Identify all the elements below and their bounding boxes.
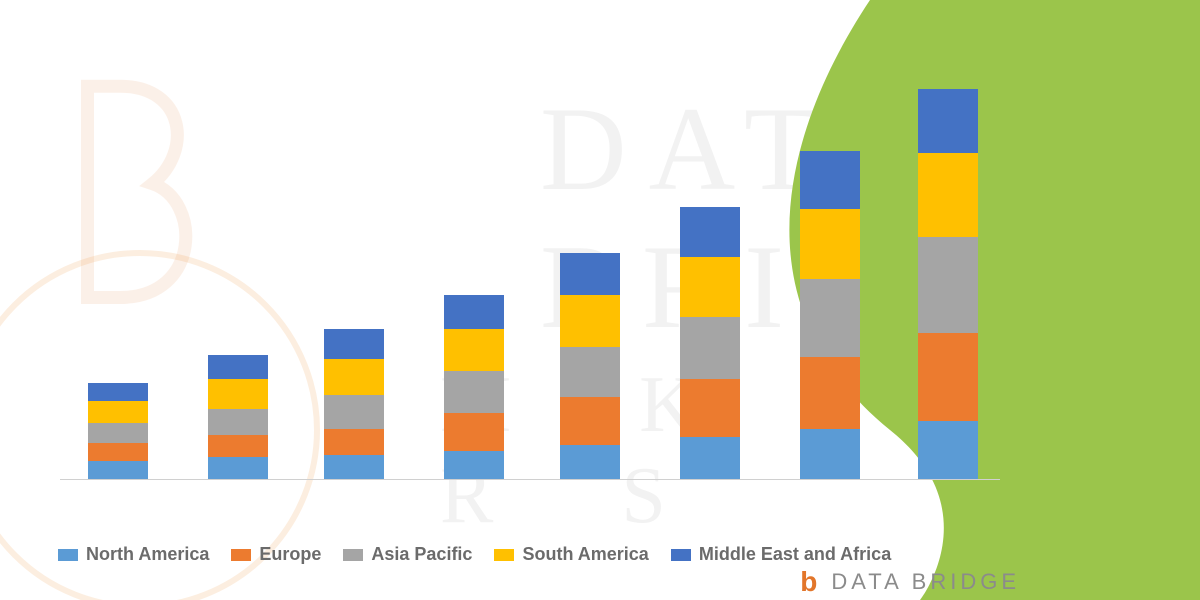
legend-swatch bbox=[494, 549, 514, 561]
bar-segment-europe bbox=[208, 435, 268, 457]
bar-segment-asia_pacific bbox=[918, 237, 978, 333]
bar-segment-asia_pacific bbox=[680, 317, 740, 379]
bar-column bbox=[918, 89, 978, 479]
bar-segment-europe bbox=[560, 397, 620, 445]
bar-segment-south_america bbox=[560, 295, 620, 347]
brand-icon: b bbox=[800, 566, 821, 598]
bar-segment-south_america bbox=[680, 257, 740, 317]
legend-swatch bbox=[58, 549, 78, 561]
bar-segment-asia_pacific bbox=[444, 371, 504, 413]
legend-item-asia_pacific: Asia Pacific bbox=[343, 544, 472, 565]
bar-segment-mea bbox=[324, 329, 384, 359]
legend-item-south_america: South America bbox=[494, 544, 648, 565]
bar-column bbox=[444, 295, 504, 479]
stage: EARC DATA BRI M K T R S ARC R E S North … bbox=[0, 0, 1200, 600]
bar-segment-asia_pacific bbox=[560, 347, 620, 397]
bar-segment-north_america bbox=[444, 451, 504, 479]
bar-segment-europe bbox=[918, 333, 978, 421]
legend-swatch bbox=[671, 549, 691, 561]
bar-segment-north_america bbox=[680, 437, 740, 479]
bar-segment-north_america bbox=[324, 455, 384, 479]
bar-segment-europe bbox=[680, 379, 740, 437]
legend-item-north_america: North America bbox=[58, 544, 209, 565]
bar-column bbox=[208, 355, 268, 479]
bar-segment-europe bbox=[800, 357, 860, 429]
bar-segment-mea bbox=[444, 295, 504, 329]
brand-text: DATA BRIDGE bbox=[831, 569, 1020, 595]
legend-label: Middle East and Africa bbox=[699, 544, 891, 565]
bar-segment-south_america bbox=[324, 359, 384, 395]
chart-legend: North America Europe Asia Pacific South Ame… bbox=[58, 544, 891, 565]
bar-column bbox=[324, 329, 384, 479]
legend-label: North America bbox=[86, 544, 209, 565]
bar-segment-asia_pacific bbox=[800, 279, 860, 357]
bar-segment-europe bbox=[324, 429, 384, 455]
bar-column bbox=[88, 383, 148, 479]
bar-segment-mea bbox=[680, 207, 740, 257]
bar-segment-mea bbox=[918, 89, 978, 153]
bar-segment-south_america bbox=[444, 329, 504, 371]
legend-item-europe: Europe bbox=[231, 544, 321, 565]
bar-segment-mea bbox=[208, 355, 268, 379]
bar-segment-north_america bbox=[88, 461, 148, 479]
bar-segment-asia_pacific bbox=[88, 423, 148, 443]
bar-segment-south_america bbox=[918, 153, 978, 237]
bar-segment-north_america bbox=[208, 457, 268, 479]
bar-segment-north_america bbox=[800, 429, 860, 479]
stacked-bar-chart bbox=[40, 20, 1040, 520]
bar-segment-south_america bbox=[800, 209, 860, 279]
bar-segment-south_america bbox=[88, 401, 148, 423]
legend-label: South America bbox=[522, 544, 648, 565]
bar-segment-south_america bbox=[208, 379, 268, 409]
chart-plot-area bbox=[60, 20, 1000, 480]
bar-segment-north_america bbox=[918, 421, 978, 479]
bar-column bbox=[800, 151, 860, 479]
legend-swatch bbox=[231, 549, 251, 561]
bar-column bbox=[680, 207, 740, 479]
bar-segment-mea bbox=[560, 253, 620, 295]
bar-segment-europe bbox=[444, 413, 504, 451]
legend-label: Asia Pacific bbox=[371, 544, 472, 565]
brand-footer: b DATA BRIDGE bbox=[800, 566, 1020, 598]
bar-segment-mea bbox=[88, 383, 148, 401]
legend-label: Europe bbox=[259, 544, 321, 565]
bar-segment-mea bbox=[800, 151, 860, 209]
legend-swatch bbox=[343, 549, 363, 561]
bar-column bbox=[560, 253, 620, 479]
bar-segment-asia_pacific bbox=[324, 395, 384, 429]
bar-segment-north_america bbox=[560, 445, 620, 479]
bar-segment-europe bbox=[88, 443, 148, 461]
legend-item-mea: Middle East and Africa bbox=[671, 544, 891, 565]
bar-segment-asia_pacific bbox=[208, 409, 268, 435]
